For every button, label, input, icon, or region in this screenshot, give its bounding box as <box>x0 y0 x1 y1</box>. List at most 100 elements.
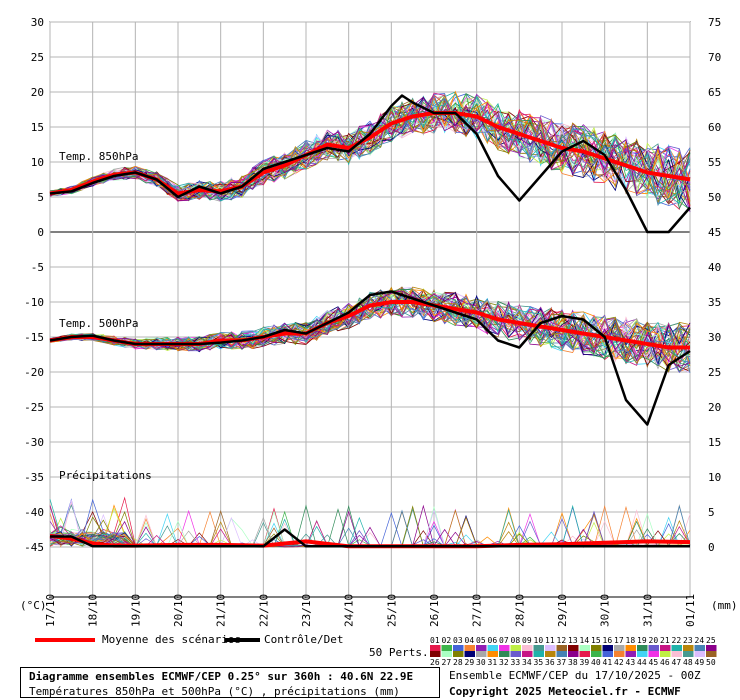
pert-swatch <box>453 651 464 657</box>
left-tick-label: -20 <box>24 366 44 379</box>
pert-swatch <box>637 645 648 651</box>
pert-swatch <box>545 651 556 657</box>
x-tick-label: 20/10 <box>172 594 185 627</box>
member-line-t850 <box>49 97 691 207</box>
x-tick: 28/10 <box>513 594 526 627</box>
pert-number: 18 <box>626 636 636 645</box>
footer-title: Diagramme ensembles ECMWF/CEP 0.25° sur … <box>29 670 414 683</box>
member-line-t850 <box>49 97 691 202</box>
pert-swatch <box>487 651 498 657</box>
x-tick-label: 22/10 <box>257 594 270 627</box>
left-tick-label: -25 <box>24 401 44 414</box>
left-tick-label: 15 <box>31 121 44 134</box>
x-tick-label: 19/10 <box>129 594 142 627</box>
pert-swatch <box>522 651 533 657</box>
pert-swatch <box>602 651 613 657</box>
x-tick-label: 18/10 <box>87 594 100 627</box>
pert-swatch <box>625 651 636 657</box>
pert-number: 22 <box>672 636 682 645</box>
perturbation-legend: 01 02 03 04 05 06 07 08 09 10 11 12 13 14 15 16 17 18 19 20… <box>430 636 717 667</box>
member-line-t850 <box>49 93 691 205</box>
pert-number: 23 <box>683 636 693 645</box>
left-tick-label: 20 <box>31 86 44 99</box>
left-tick-label: -35 <box>24 471 44 484</box>
pert-number: 21 <box>660 636 670 645</box>
x-tick: 18/10 <box>87 594 100 627</box>
pert-number: 46 <box>660 658 670 667</box>
pert-swatch <box>591 645 602 651</box>
control-line-t500 <box>49 290 691 426</box>
right-tick-label: 30 <box>708 331 721 344</box>
member-line-t850 <box>49 95 691 202</box>
control-line-precip <box>50 528 690 548</box>
left-tick-label: 25 <box>31 51 44 64</box>
run-info: Ensemble ECMWF/CEP du 17/10/2025 - 00Z <box>449 669 701 682</box>
right-tick-label: 0 <box>708 541 715 554</box>
pert-number: 08 <box>511 636 521 645</box>
footer-subtitle: Températures 850hPa et 500hPa (°C) , pré… <box>29 685 400 698</box>
pert-number: 01 <box>430 636 440 645</box>
left-tick-label: -40 <box>24 506 44 519</box>
pert-number: 12 <box>557 636 567 645</box>
left-tick-label: -5 <box>31 261 44 274</box>
pert-number: 28 <box>453 658 463 667</box>
pert-number: 20 <box>649 636 659 645</box>
pert-number: 10 <box>534 636 544 645</box>
pert-number: 29 <box>465 658 475 667</box>
right-tick-label: 15 <box>708 436 721 449</box>
x-tick-label: 28/10 <box>513 594 526 627</box>
pert-swatch <box>430 651 441 657</box>
x-tick: 21/10 <box>215 594 228 627</box>
pert-swatch <box>476 651 487 657</box>
legend-perts-label: 50 Perts. <box>369 646 429 659</box>
x-tick: 27/10 <box>471 594 484 627</box>
pert-swatch <box>648 645 659 651</box>
pert-swatch <box>533 651 544 657</box>
pert-swatch <box>706 651 717 657</box>
pert-number: 15 <box>591 636 601 645</box>
x-tick: 19/10 <box>129 594 142 627</box>
pert-swatch <box>430 645 441 651</box>
pert-number: 43 <box>626 658 636 667</box>
pert-swatch <box>499 651 510 657</box>
left-tick-label: -15 <box>24 331 44 344</box>
pert-number: 05 <box>476 636 486 645</box>
grid <box>49 21 691 598</box>
pert-number: 09 <box>522 636 532 645</box>
right-tick-label: 35 <box>708 296 721 309</box>
right-tick-label: 5 <box>708 506 715 519</box>
pert-swatch <box>660 651 671 657</box>
pert-number: 50 <box>706 658 716 667</box>
pert-swatch <box>614 645 625 651</box>
pert-number: 34 <box>522 658 532 667</box>
pert-number: 32 <box>499 658 509 667</box>
pert-number: 04 <box>465 636 475 645</box>
left-tick-label: 30 <box>31 16 44 29</box>
right-tick-label: 55 <box>708 156 721 169</box>
plot-frame <box>49 21 691 598</box>
pert-swatch <box>648 651 659 657</box>
pert-number: 47 <box>672 658 682 667</box>
pert-number: 19 <box>637 636 647 645</box>
x-axis-ticks: 17/10 18/10 19/10 20/10 21/10 22/10 23/10 24/10… <box>44 594 697 627</box>
member-line-t850 <box>49 97 691 201</box>
pert-swatch <box>683 651 694 657</box>
footer-box: Diagramme ensembles ECMWF/CEP 0.25° sur … <box>20 667 440 698</box>
left-tick-label: -30 <box>24 436 44 449</box>
pert-swatch <box>556 651 567 657</box>
right-tick-label: 25 <box>708 366 721 379</box>
x-tick-label: 23/10 <box>300 594 313 627</box>
x-tick: 30/10 <box>599 594 612 627</box>
right-unit: (mm) <box>711 599 738 612</box>
pert-swatch <box>579 645 590 651</box>
pert-swatch <box>694 651 705 657</box>
pert-swatch <box>510 645 521 651</box>
label-t500: Temp. 500hPa <box>59 317 138 330</box>
x-tick-label: 26/10 <box>428 594 441 627</box>
x-tick-label: 30/10 <box>599 594 612 627</box>
main-series <box>49 94 691 549</box>
right-tick-label: 65 <box>708 86 721 99</box>
pert-swatch <box>476 645 487 651</box>
